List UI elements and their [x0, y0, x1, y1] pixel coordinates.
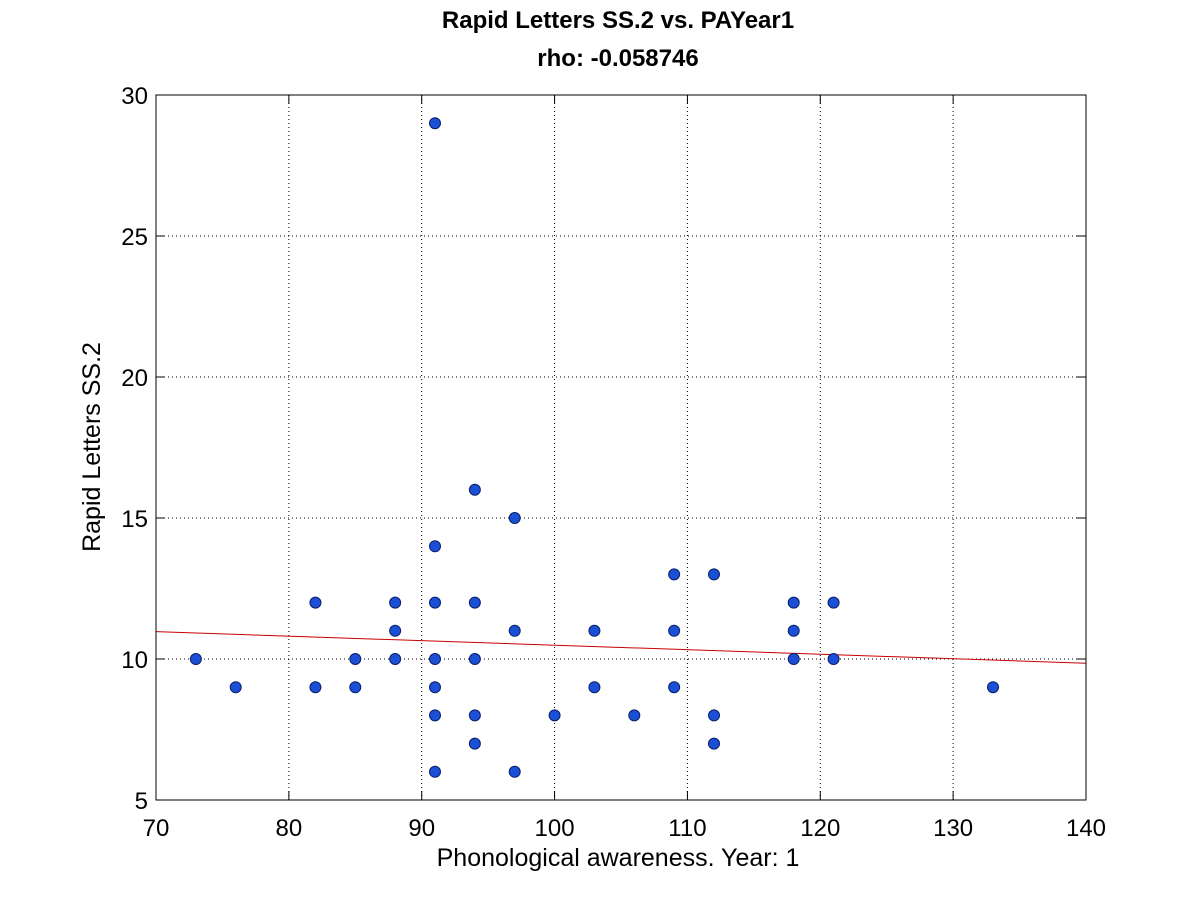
data-point: [787, 624, 800, 637]
chart-subtitle: rho: -0.058746: [537, 45, 698, 72]
data-point: [468, 737, 481, 750]
x-tick-label: 90: [408, 815, 435, 842]
data-point: [508, 624, 521, 637]
data-point: [708, 709, 720, 722]
x-tick-label: 130: [933, 815, 973, 842]
data-point: [827, 653, 840, 665]
data-point: [429, 681, 441, 694]
data-point: [987, 681, 999, 694]
data-point: [628, 709, 641, 722]
data-point: [588, 681, 601, 694]
grid: [156, 95, 1086, 800]
data-point: [429, 540, 441, 553]
x-tick-label: 140: [1066, 815, 1106, 842]
data-point: [668, 624, 681, 637]
data-point: [508, 765, 521, 778]
fit-line: [155, 631, 1087, 664]
data-point: [468, 596, 481, 609]
y-tick-label: 20: [121, 365, 148, 392]
data-point: [189, 653, 202, 665]
data-point: [429, 117, 441, 130]
ticks-layer: 70 80 90 100 110 120 130 140 5 10 15 20 25 30: [121, 83, 1106, 842]
points-layer: [189, 117, 999, 778]
data-point: [309, 681, 322, 694]
data-point: [429, 596, 441, 609]
x-tick-label: 70: [143, 815, 170, 842]
data-point: [588, 624, 601, 637]
y-tick-label: 10: [121, 647, 148, 674]
y-tick-label: 15: [121, 506, 148, 533]
x-tick-label: 120: [800, 815, 840, 842]
data-point: [349, 681, 362, 694]
data-point: [229, 681, 242, 694]
x-tick-label: 100: [535, 815, 575, 842]
y-axis-label: Rapid Letters SS.2: [78, 342, 106, 552]
data-point: [787, 596, 800, 609]
data-point: [429, 653, 441, 665]
y-tick-label: 30: [121, 83, 148, 110]
data-point: [389, 624, 402, 637]
data-point: [389, 596, 402, 609]
plot-frame: [155, 94, 1087, 801]
data-point: [468, 483, 481, 496]
data-point: [349, 653, 362, 665]
data-point: [548, 709, 561, 722]
data-point: [668, 681, 681, 694]
x-axis-label: Phonological awareness. Year: 1: [437, 844, 800, 872]
y-tick-label: 25: [121, 224, 148, 251]
data-point: [468, 709, 481, 722]
x-tick-label: 80: [276, 815, 303, 842]
fit-line-layer: [155, 631, 1087, 664]
y-tick-label: 5: [135, 788, 148, 815]
data-point: [429, 709, 441, 722]
data-point: [429, 765, 441, 778]
data-point: [468, 653, 481, 665]
chart-title: Rapid Letters SS.2 vs. PAYear1: [442, 7, 794, 34]
data-point: [708, 737, 720, 750]
data-point: [309, 596, 322, 609]
data-point: [389, 653, 402, 665]
data-point: [787, 653, 800, 665]
data-point: [508, 512, 521, 524]
data-point: [668, 568, 681, 581]
x-tick-label: 110: [668, 815, 706, 842]
data-point: [827, 596, 840, 609]
data-point: [708, 568, 720, 581]
